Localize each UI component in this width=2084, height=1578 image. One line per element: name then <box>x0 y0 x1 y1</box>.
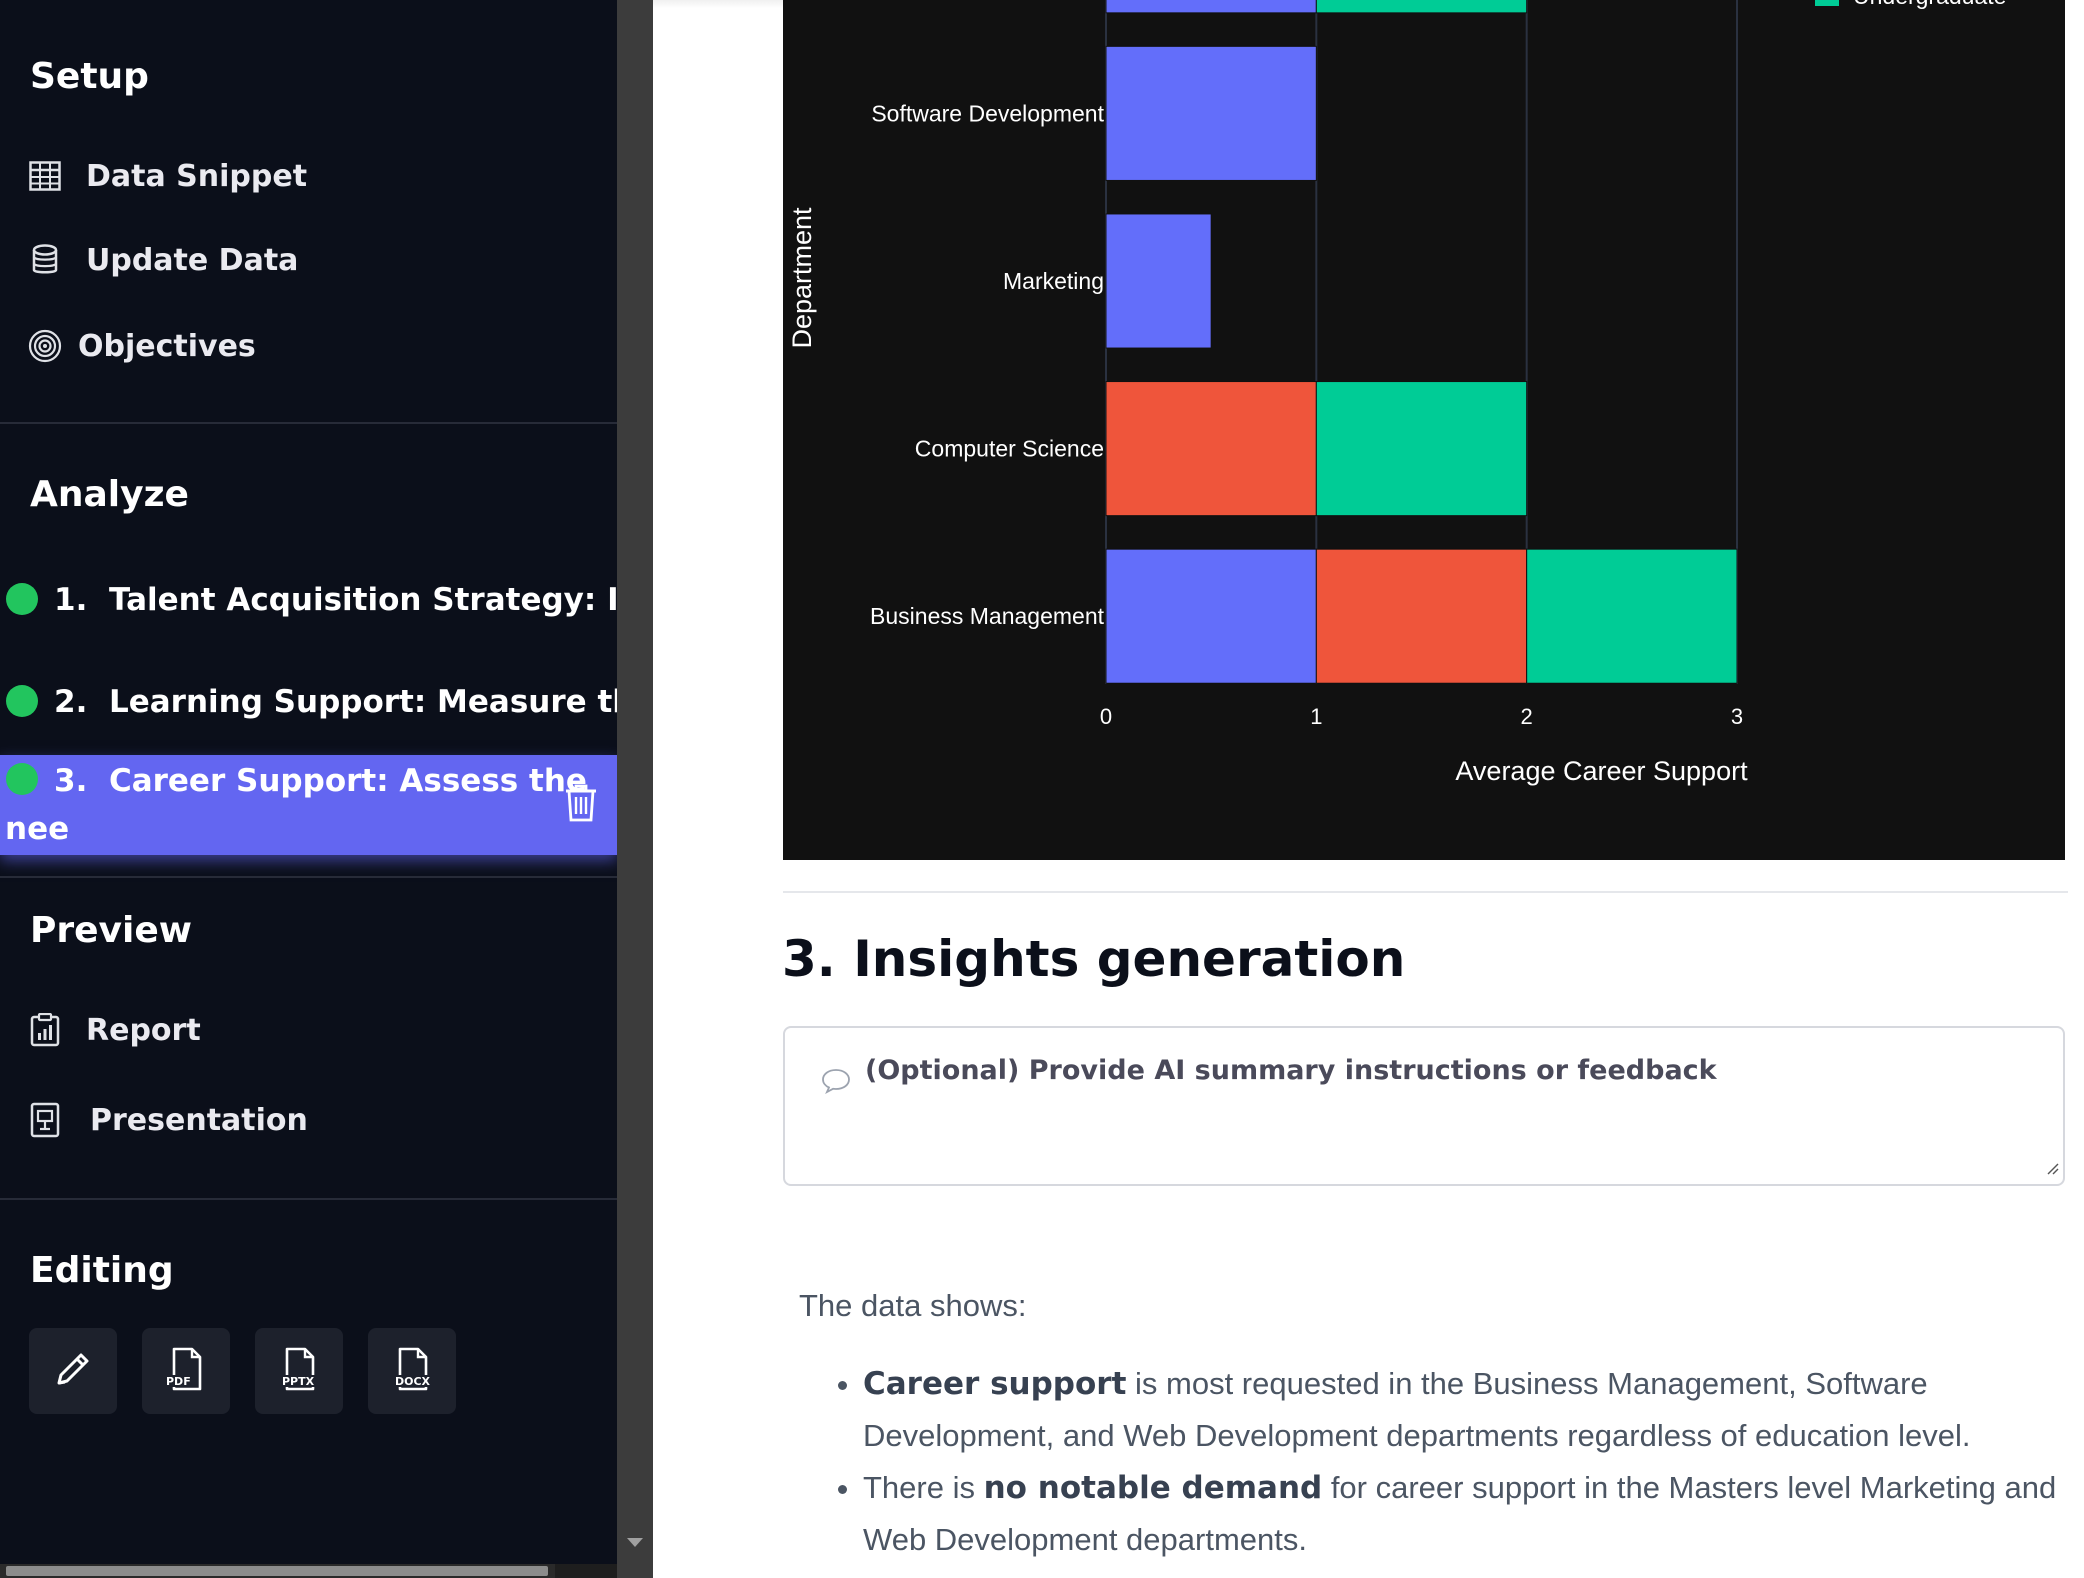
analysis-label: Learning Support: Measure the <box>108 684 617 720</box>
insights-list: Career support is most requested in the … <box>863 1358 2059 1566</box>
sidebar-item-label: Update Data <box>86 242 299 278</box>
sidebar-divider <box>0 876 617 878</box>
table-icon <box>28 159 62 193</box>
analyze-section-title: Analyze <box>30 474 189 515</box>
analysis-item-3-selected[interactable]: 3. Career Support: Assess the nee <box>0 755 617 855</box>
x-tick-label: 0 <box>1100 704 1112 729</box>
resize-handle-icon[interactable] <box>2045 1161 2059 1180</box>
sidebar: Setup Data Snippet Update Data Objective… <box>0 0 617 1578</box>
chart-svg: 0 1 2 3 Business Management Computer Science M… <box>787 0 2006 786</box>
x-tick-label: 3 <box>1731 704 1743 729</box>
target-icon <box>28 329 62 363</box>
report-icon <box>28 1013 62 1047</box>
analysis-number: 3. <box>54 763 88 799</box>
scrollbar-corner <box>555 1564 617 1578</box>
feedback-input[interactable] <box>865 1050 2045 1090</box>
export-docx-button[interactable]: DOCX <box>368 1328 456 1414</box>
y-category-label: Business Management <box>870 603 1105 629</box>
analysis-label-continued: nee <box>5 811 70 847</box>
pencil-icon <box>51 1347 95 1396</box>
bar-segment <box>1315 0 1528 14</box>
feedback-textarea-container[interactable] <box>783 1026 2065 1186</box>
analysis-number: 2. <box>54 684 88 720</box>
pptx-icon-label: PPTX <box>282 1375 315 1388</box>
sidebar-divider <box>0 1198 617 1200</box>
pdf-icon-label: PDF <box>166 1375 191 1388</box>
insights-text: The data shows: Career support is most r… <box>799 1280 2059 1566</box>
docx-file-icon: DOCX <box>390 1345 434 1398</box>
x-tick-label: 1 <box>1310 704 1322 729</box>
x-axis-title: Average Career Support <box>1455 756 1748 786</box>
status-dot-icon <box>6 583 38 615</box>
analysis-label: Career Support: Assess the <box>108 763 587 799</box>
sidebar-item-label: Report <box>86 1012 201 1048</box>
presentation-icon <box>28 1102 62 1138</box>
comment-icon <box>821 1068 851 1099</box>
top-shadow <box>653 0 783 8</box>
main-vertical-scrollbar[interactable] <box>2068 0 2084 1578</box>
legend-swatch <box>1815 0 1839 6</box>
x-tick-label: 2 <box>1521 704 1533 729</box>
status-dot-icon <box>6 685 38 717</box>
section-divider <box>783 891 2084 893</box>
export-pptx-button[interactable]: PPTX <box>255 1328 343 1414</box>
scroll-down-arrow-icon[interactable] <box>627 1538 643 1547</box>
insight-pre: There is <box>863 1470 984 1505</box>
sidebar-item-label: Objectives <box>78 328 256 364</box>
insight-bullet: Career support is most requested in the … <box>863 1358 2059 1462</box>
pptx-file-icon: PPTX <box>277 1345 321 1398</box>
sidebar-item-update-data[interactable]: Update Data <box>28 232 298 288</box>
sidebar-item-data-snippet[interactable]: Data Snippet <box>28 148 307 204</box>
analysis-item-2[interactable]: 2. Learning Support: Measure the <box>0 680 617 726</box>
insight-bullet: There is no notable demand for career su… <box>863 1462 2059 1566</box>
preview-section-title: Preview <box>30 910 193 951</box>
bar-segment <box>1315 381 1528 517</box>
sidebar-item-objectives[interactable]: Objectives <box>28 318 256 374</box>
bar-segment <box>1105 213 1212 349</box>
analysis-item-1[interactable]: 1. Talent Acquisition Strategy: I <box>0 578 617 624</box>
setup-section-title: Setup <box>30 56 149 97</box>
sidebar-item-label: Presentation <box>90 1102 308 1138</box>
career-support-chart: 0 1 2 3 Business Management Computer Science M… <box>783 0 2065 860</box>
section-heading: 3. Insights generation <box>782 930 1406 988</box>
y-category-label: Software Development <box>871 100 1104 126</box>
database-icon <box>28 243 62 277</box>
bar-segment <box>1105 548 1317 684</box>
insights-intro: The data shows: <box>799 1288 1027 1323</box>
sidebar-vertical-scrollbar[interactable] <box>617 0 653 1578</box>
sidebar-divider <box>0 422 617 424</box>
scrollbar-thumb[interactable] <box>6 1566 548 1576</box>
y-axis-title: Department <box>787 207 817 349</box>
bar-segment <box>1526 548 1738 684</box>
bar-segment <box>1105 381 1317 517</box>
analysis-number: 1. <box>54 582 88 618</box>
legend-label: Undergraduate <box>1853 0 2006 9</box>
insight-text: is most requested in the Business Manage… <box>863 1366 1971 1453</box>
y-category-label: Computer Science <box>915 436 1104 462</box>
sidebar-horizontal-scrollbar[interactable] <box>0 1564 617 1578</box>
edit-button[interactable] <box>29 1328 117 1414</box>
insight-bold: no notable demand <box>983 1470 1323 1506</box>
bar-segment <box>1105 45 1317 181</box>
y-category-label: Marketing <box>1003 268 1104 294</box>
editing-section-title: Editing <box>30 1250 174 1291</box>
status-dot-icon <box>6 763 38 795</box>
bar-segment <box>1315 548 1528 684</box>
insight-text: for career support in the Masters level … <box>863 1470 2057 1557</box>
trash-icon[interactable] <box>563 783 599 823</box>
sidebar-item-presentation[interactable]: Presentation <box>28 1092 308 1148</box>
docx-icon-label: DOCX <box>395 1375 431 1388</box>
analysis-label: Talent Acquisition Strategy: I <box>108 582 617 618</box>
export-pdf-button[interactable]: PDF <box>142 1328 230 1414</box>
bar-segment <box>1105 0 1317 14</box>
sidebar-item-report[interactable]: Report <box>28 1002 201 1058</box>
pdf-file-icon: PDF <box>164 1345 208 1398</box>
sidebar-item-label: Data Snippet <box>86 158 308 194</box>
insight-bold: Career support <box>863 1366 1127 1402</box>
